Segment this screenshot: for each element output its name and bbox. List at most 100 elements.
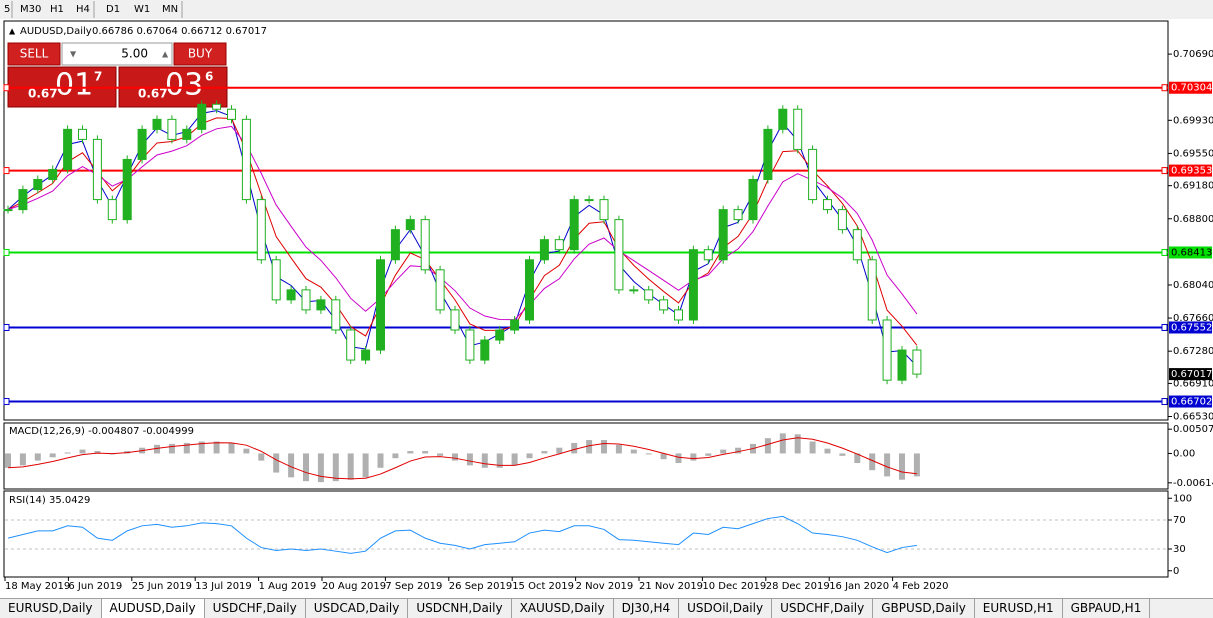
macd-bar <box>869 453 876 471</box>
chart-tab[interactable]: USDCHF,Daily <box>205 599 306 618</box>
macd-bar <box>615 444 622 454</box>
rsi-panel <box>3 490 1169 578</box>
level-label: 0.70304 <box>1171 83 1212 94</box>
macd-bar <box>913 453 920 477</box>
candle <box>465 329 475 361</box>
rsi-label: RSI(14) 35.0429 <box>9 495 90 506</box>
chart-tab[interactable]: GBPAUD,H1 <box>1063 599 1151 618</box>
date-label: 4 Feb 2020 <box>893 581 949 592</box>
level-handle <box>3 398 10 406</box>
rsi-line <box>7 515 917 554</box>
date-label: 16 Jan 2020 <box>829 581 889 592</box>
chart-tab[interactable]: AUDUSD,Daily <box>101 599 205 618</box>
chart-tab[interactable]: USDCNH,Daily <box>408 599 512 618</box>
macd-bar <box>481 453 488 468</box>
timeframe-button[interactable]: H1 <box>50 4 64 15</box>
chart-tab[interactable]: XAUUSD,Daily <box>512 599 614 618</box>
candle <box>510 319 520 331</box>
sell-price-small: 7 <box>94 70 102 84</box>
candle <box>495 329 505 341</box>
macd-bar <box>377 453 384 468</box>
candle <box>659 299 669 311</box>
macd-bar <box>690 453 697 461</box>
macd-bar <box>601 440 607 454</box>
level-handle <box>1161 248 1168 256</box>
macd-bar <box>839 453 846 456</box>
macd-bar <box>303 453 309 482</box>
candle <box>569 199 579 251</box>
chart-tab[interactable]: EURUSD,Daily <box>0 599 102 618</box>
price-tick-label: 0.69550 <box>1173 148 1213 159</box>
macd-bar <box>437 453 444 456</box>
lots-up[interactable]: ▲ <box>162 50 169 59</box>
macd-bar <box>19 453 26 466</box>
candle <box>614 219 624 291</box>
date-label: 25 Jun 2019 <box>132 581 192 592</box>
timeframe-button[interactable]: M30 <box>20 4 41 15</box>
toolbar <box>0 0 1213 19</box>
timeframe-button[interactable]: H4 <box>76 4 90 15</box>
collapse-icon[interactable]: ▲ <box>9 27 16 36</box>
macd-bar <box>571 442 578 454</box>
timeframe-button[interactable]: 5 <box>4 4 10 15</box>
macd-bar <box>526 453 533 459</box>
macd-bar <box>347 453 354 480</box>
candle <box>674 309 683 321</box>
candle <box>316 299 326 311</box>
level-handle <box>1161 84 1168 92</box>
chart-tab[interactable]: USDCHF,Daily <box>772 599 874 618</box>
candle <box>63 128 73 170</box>
level-label: 0.67552 <box>1171 322 1212 333</box>
level-handle <box>3 323 10 331</box>
macd-bar <box>899 453 905 480</box>
macd-bar <box>466 453 473 466</box>
price-tick-label: 0.66910 <box>1173 378 1213 389</box>
macd-bar <box>273 453 280 473</box>
candle <box>167 118 177 140</box>
lots-down[interactable]: ▼ <box>70 50 77 59</box>
macd-bar <box>154 444 160 454</box>
macd-bar <box>675 453 682 464</box>
level-label-bg <box>1169 246 1212 259</box>
date-label: 20 Aug 2019 <box>322 581 386 592</box>
price-tick-label: 0.68040 <box>1173 280 1213 291</box>
current-price-bg <box>1169 368 1212 381</box>
buy-label: BUY <box>188 47 213 61</box>
timeframe-button[interactable]: D1 <box>106 4 120 15</box>
chart-tab[interactable]: GBPUSD,Daily <box>873 599 975 618</box>
candle <box>748 178 758 221</box>
lots-input[interactable] <box>61 42 173 66</box>
candle <box>644 289 654 301</box>
macd-bar <box>243 448 250 454</box>
candle <box>286 289 296 301</box>
terminal: ▲ AUDUSD,Daily 0.66786 0.67064 0.66712 0… <box>0 0 1213 592</box>
chart-tab[interactable]: DJ30,H4 <box>614 599 680 618</box>
macd-bar <box>34 453 41 461</box>
chart-tab[interactable]: USDCAD,Daily <box>306 599 409 618</box>
date-label: 18 May 2019 <box>5 581 70 592</box>
macd-bar <box>288 453 295 478</box>
candle <box>823 199 832 211</box>
date-label: 28 Dec 2019 <box>766 581 830 592</box>
chart-tab[interactable]: USDOil,Daily <box>679 599 773 618</box>
macd-bar <box>824 448 831 454</box>
macd-bar <box>705 453 712 456</box>
macd-bar <box>794 434 801 454</box>
chart-tab[interactable]: EURUSD,H1 <box>975 599 1063 618</box>
level-label-bg <box>1169 321 1212 334</box>
current-price-label: 0.67017 <box>1171 369 1212 380</box>
sell-button[interactable] <box>7 42 61 66</box>
timeframe-button[interactable]: W1 <box>134 4 150 15</box>
candle <box>599 199 609 221</box>
level-handle <box>1161 323 1168 331</box>
timeframe-button[interactable]: MN <box>162 4 178 15</box>
macd-bar <box>720 449 727 454</box>
rsi-tick-label: 0 <box>1173 566 1179 577</box>
buy-button[interactable] <box>173 42 227 66</box>
candle <box>852 229 862 261</box>
candle <box>182 128 192 140</box>
sell-price-big: 01 <box>55 68 93 103</box>
moving-average <box>7 125 918 321</box>
date-label: 21 Nov 2019 <box>639 581 703 592</box>
candle <box>688 249 698 321</box>
